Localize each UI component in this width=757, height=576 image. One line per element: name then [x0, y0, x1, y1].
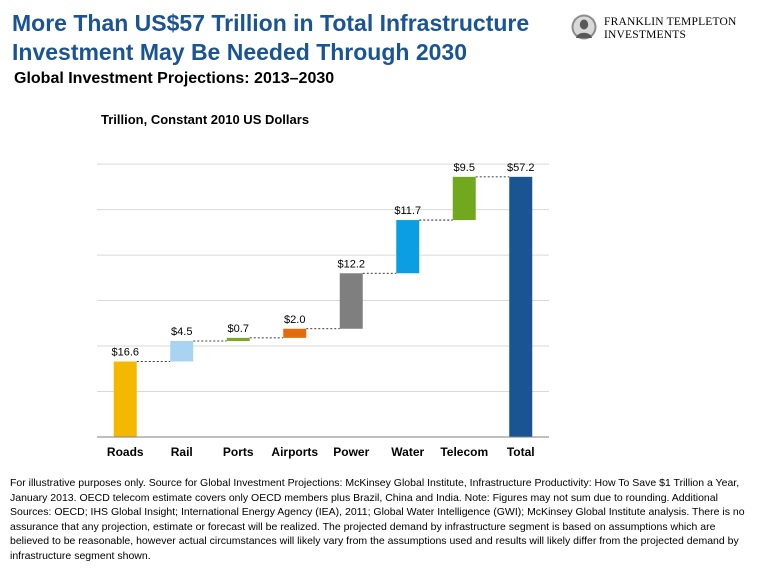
- bar-ports: [226, 337, 250, 342]
- data-label-telecom: $9.5: [454, 162, 475, 174]
- footnote: For illustrative purposes only. Source f…: [10, 477, 745, 562]
- data-label-rail: $4.5: [171, 326, 192, 338]
- logo-line-1: FRANKLIN TEMPLETON: [604, 16, 737, 28]
- y-axis-unit-label: Trillion, Constant 2010 US Dollars: [101, 112, 310, 127]
- logo-line-2: INVESTMENTS: [604, 28, 687, 41]
- data-label-airports: $2.0: [284, 314, 305, 326]
- bar-water: [396, 220, 420, 274]
- bar-telecom: [452, 176, 476, 221]
- portrait-seal-icon: [571, 14, 597, 40]
- connector-lines: [136, 176, 510, 362]
- bars: [113, 176, 533, 437]
- tick-label-total: Total: [507, 445, 535, 459]
- tick-label-rail: Rail: [171, 445, 193, 459]
- data-label-water: $11.7: [394, 205, 421, 217]
- tick-label-power: Power: [333, 445, 369, 459]
- bar-rail: [170, 341, 194, 362]
- category-tick-labels: Roads Rail Ports Airports Power Water Telecom T…: [107, 445, 535, 459]
- tick-label-ports: Ports: [223, 445, 254, 459]
- data-labels: $16.6 $4.5 $0.7 $2.0 $12.2 $11.7 $9.5 $57.2: [111, 162, 534, 359]
- bar-total: [509, 176, 533, 437]
- tick-label-telecom: Telecom: [440, 445, 488, 459]
- data-label-ports: $0.7: [228, 323, 249, 335]
- waterfall-chart: $16.6 $4.5 $0.7 $2.0 $12.2 $11.7 $9.5 $57.2 Roa…: [97, 162, 549, 459]
- bar-airports: [283, 328, 307, 338]
- data-label-power: $12.2: [337, 258, 365, 270]
- bar-roads: [113, 361, 137, 437]
- chart-subtitle: Global Investment Projections: 2013–2030: [14, 70, 335, 87]
- data-label-roads: $16.6: [111, 347, 139, 359]
- data-label-total: $57.2: [507, 162, 535, 174]
- gridlines: [97, 163, 549, 393]
- bar-power: [339, 273, 363, 329]
- page-title: More Than US$57 Trillion in Total Infras…: [12, 10, 530, 65]
- tick-label-airports: Airports: [271, 445, 318, 459]
- tick-label-water: Water: [391, 445, 424, 459]
- tick-label-roads: Roads: [107, 445, 144, 459]
